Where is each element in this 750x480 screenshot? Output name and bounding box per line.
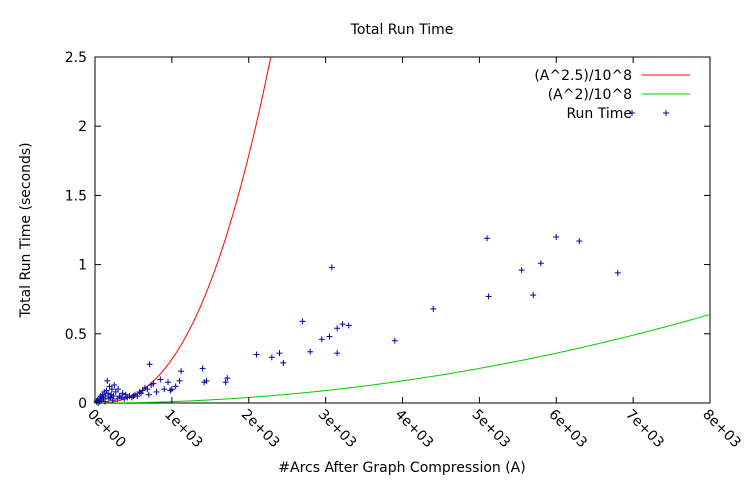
legend-marker-swatch xyxy=(629,110,635,116)
x-tick-label: 1e+03 xyxy=(161,407,206,452)
run-time-point xyxy=(430,305,437,312)
run-time-point xyxy=(176,377,183,384)
run-time-point xyxy=(138,390,145,397)
run-time-point xyxy=(326,333,333,340)
legend-marker-swatch xyxy=(663,110,669,116)
run-time-point xyxy=(203,377,210,384)
run-time-point xyxy=(105,390,112,397)
run-time-point xyxy=(115,386,122,393)
run-time-point xyxy=(334,350,341,357)
points-layer xyxy=(93,233,621,406)
run-time-point xyxy=(224,375,231,382)
x-axis-label: #Arcs After Graph Compression (A) xyxy=(278,460,525,476)
run-time-point xyxy=(280,359,287,366)
y-tick-label: 1.5 xyxy=(65,188,87,204)
run-time-point xyxy=(111,382,118,389)
legend-label: (A^2.5)/10^8 xyxy=(534,68,632,84)
run-time-point xyxy=(146,361,153,368)
x-tick-label: 8e+03 xyxy=(699,407,744,452)
run-time-point xyxy=(109,397,116,404)
run-time-point xyxy=(222,379,229,386)
run-time-point xyxy=(165,379,172,386)
run-time-point xyxy=(153,388,160,395)
run-time-point xyxy=(110,393,117,400)
run-time-point xyxy=(391,337,398,344)
y-tick-label: 0.5 xyxy=(65,327,87,343)
legend-label: (A^2)/10^8 xyxy=(548,87,632,103)
run-time-point xyxy=(118,394,125,401)
run-time-point xyxy=(276,350,283,357)
run-time-point xyxy=(518,267,525,274)
y-axis-ticks: 0 0.5 1 1.5 2 2.5 xyxy=(65,50,710,412)
run-time-point xyxy=(530,292,537,299)
run-time-point xyxy=(328,264,335,271)
run-time-point xyxy=(168,386,175,393)
run-time-point xyxy=(104,377,111,384)
run-time-point xyxy=(145,391,152,398)
run-time-point xyxy=(101,398,108,405)
run-time-point xyxy=(167,387,174,394)
run-time-point xyxy=(307,348,314,355)
run-time-point xyxy=(144,386,151,393)
run-time-point xyxy=(553,233,560,240)
run-time-point xyxy=(537,260,544,267)
x-tick-label: 5e+03 xyxy=(469,407,514,452)
curve-line xyxy=(95,57,272,403)
run-time-point xyxy=(172,383,179,390)
curve-line xyxy=(95,313,710,403)
run-time-point xyxy=(121,395,128,402)
run-time-point xyxy=(318,336,325,343)
legend: (A^2.5)/10^8 (A^2)/10^8 Run Time xyxy=(534,68,690,122)
y-tick-label: 0 xyxy=(78,396,87,412)
x-tick-label: 0e+00 xyxy=(84,407,129,452)
run-time-point xyxy=(119,390,126,397)
run-time-point xyxy=(576,238,583,245)
run-time-point xyxy=(157,376,164,383)
run-time-point xyxy=(150,380,157,387)
x-tick-label: 6e+03 xyxy=(545,407,590,452)
run-time-point xyxy=(299,318,306,325)
y-tick-label: 1 xyxy=(78,258,87,274)
chart-title: Total Run Time xyxy=(350,22,454,38)
run-time-point xyxy=(134,393,141,400)
run-time-point xyxy=(161,386,168,393)
run-time-point xyxy=(339,321,346,328)
run-time-point xyxy=(345,322,352,329)
legend-label: Run Time xyxy=(566,106,632,122)
run-time-point xyxy=(334,325,341,332)
run-time-point xyxy=(199,365,206,372)
y-axis-label: Total Run Time (seconds) xyxy=(18,142,34,318)
x-tick-label: 2e+03 xyxy=(238,407,283,452)
run-time-point xyxy=(485,293,492,300)
run-time-point xyxy=(108,386,115,393)
y-tick-label: 2 xyxy=(78,119,87,135)
y-tick-label: 2.5 xyxy=(65,50,87,66)
x-axis-ticks: 0e+00 1e+03 2e+03 3e+03 4e+03 5e+03 6e+03 7e+03… xyxy=(84,57,744,451)
x-tick-label: 3e+03 xyxy=(315,407,360,452)
run-time-point xyxy=(122,391,129,398)
run-time-point xyxy=(253,351,260,358)
x-tick-label: 7e+03 xyxy=(622,407,667,452)
x-tick-label: 4e+03 xyxy=(392,407,437,452)
run-time-point xyxy=(484,235,491,242)
run-time-point xyxy=(178,368,185,375)
run-time-point xyxy=(268,354,275,361)
run-time-point xyxy=(614,269,621,276)
